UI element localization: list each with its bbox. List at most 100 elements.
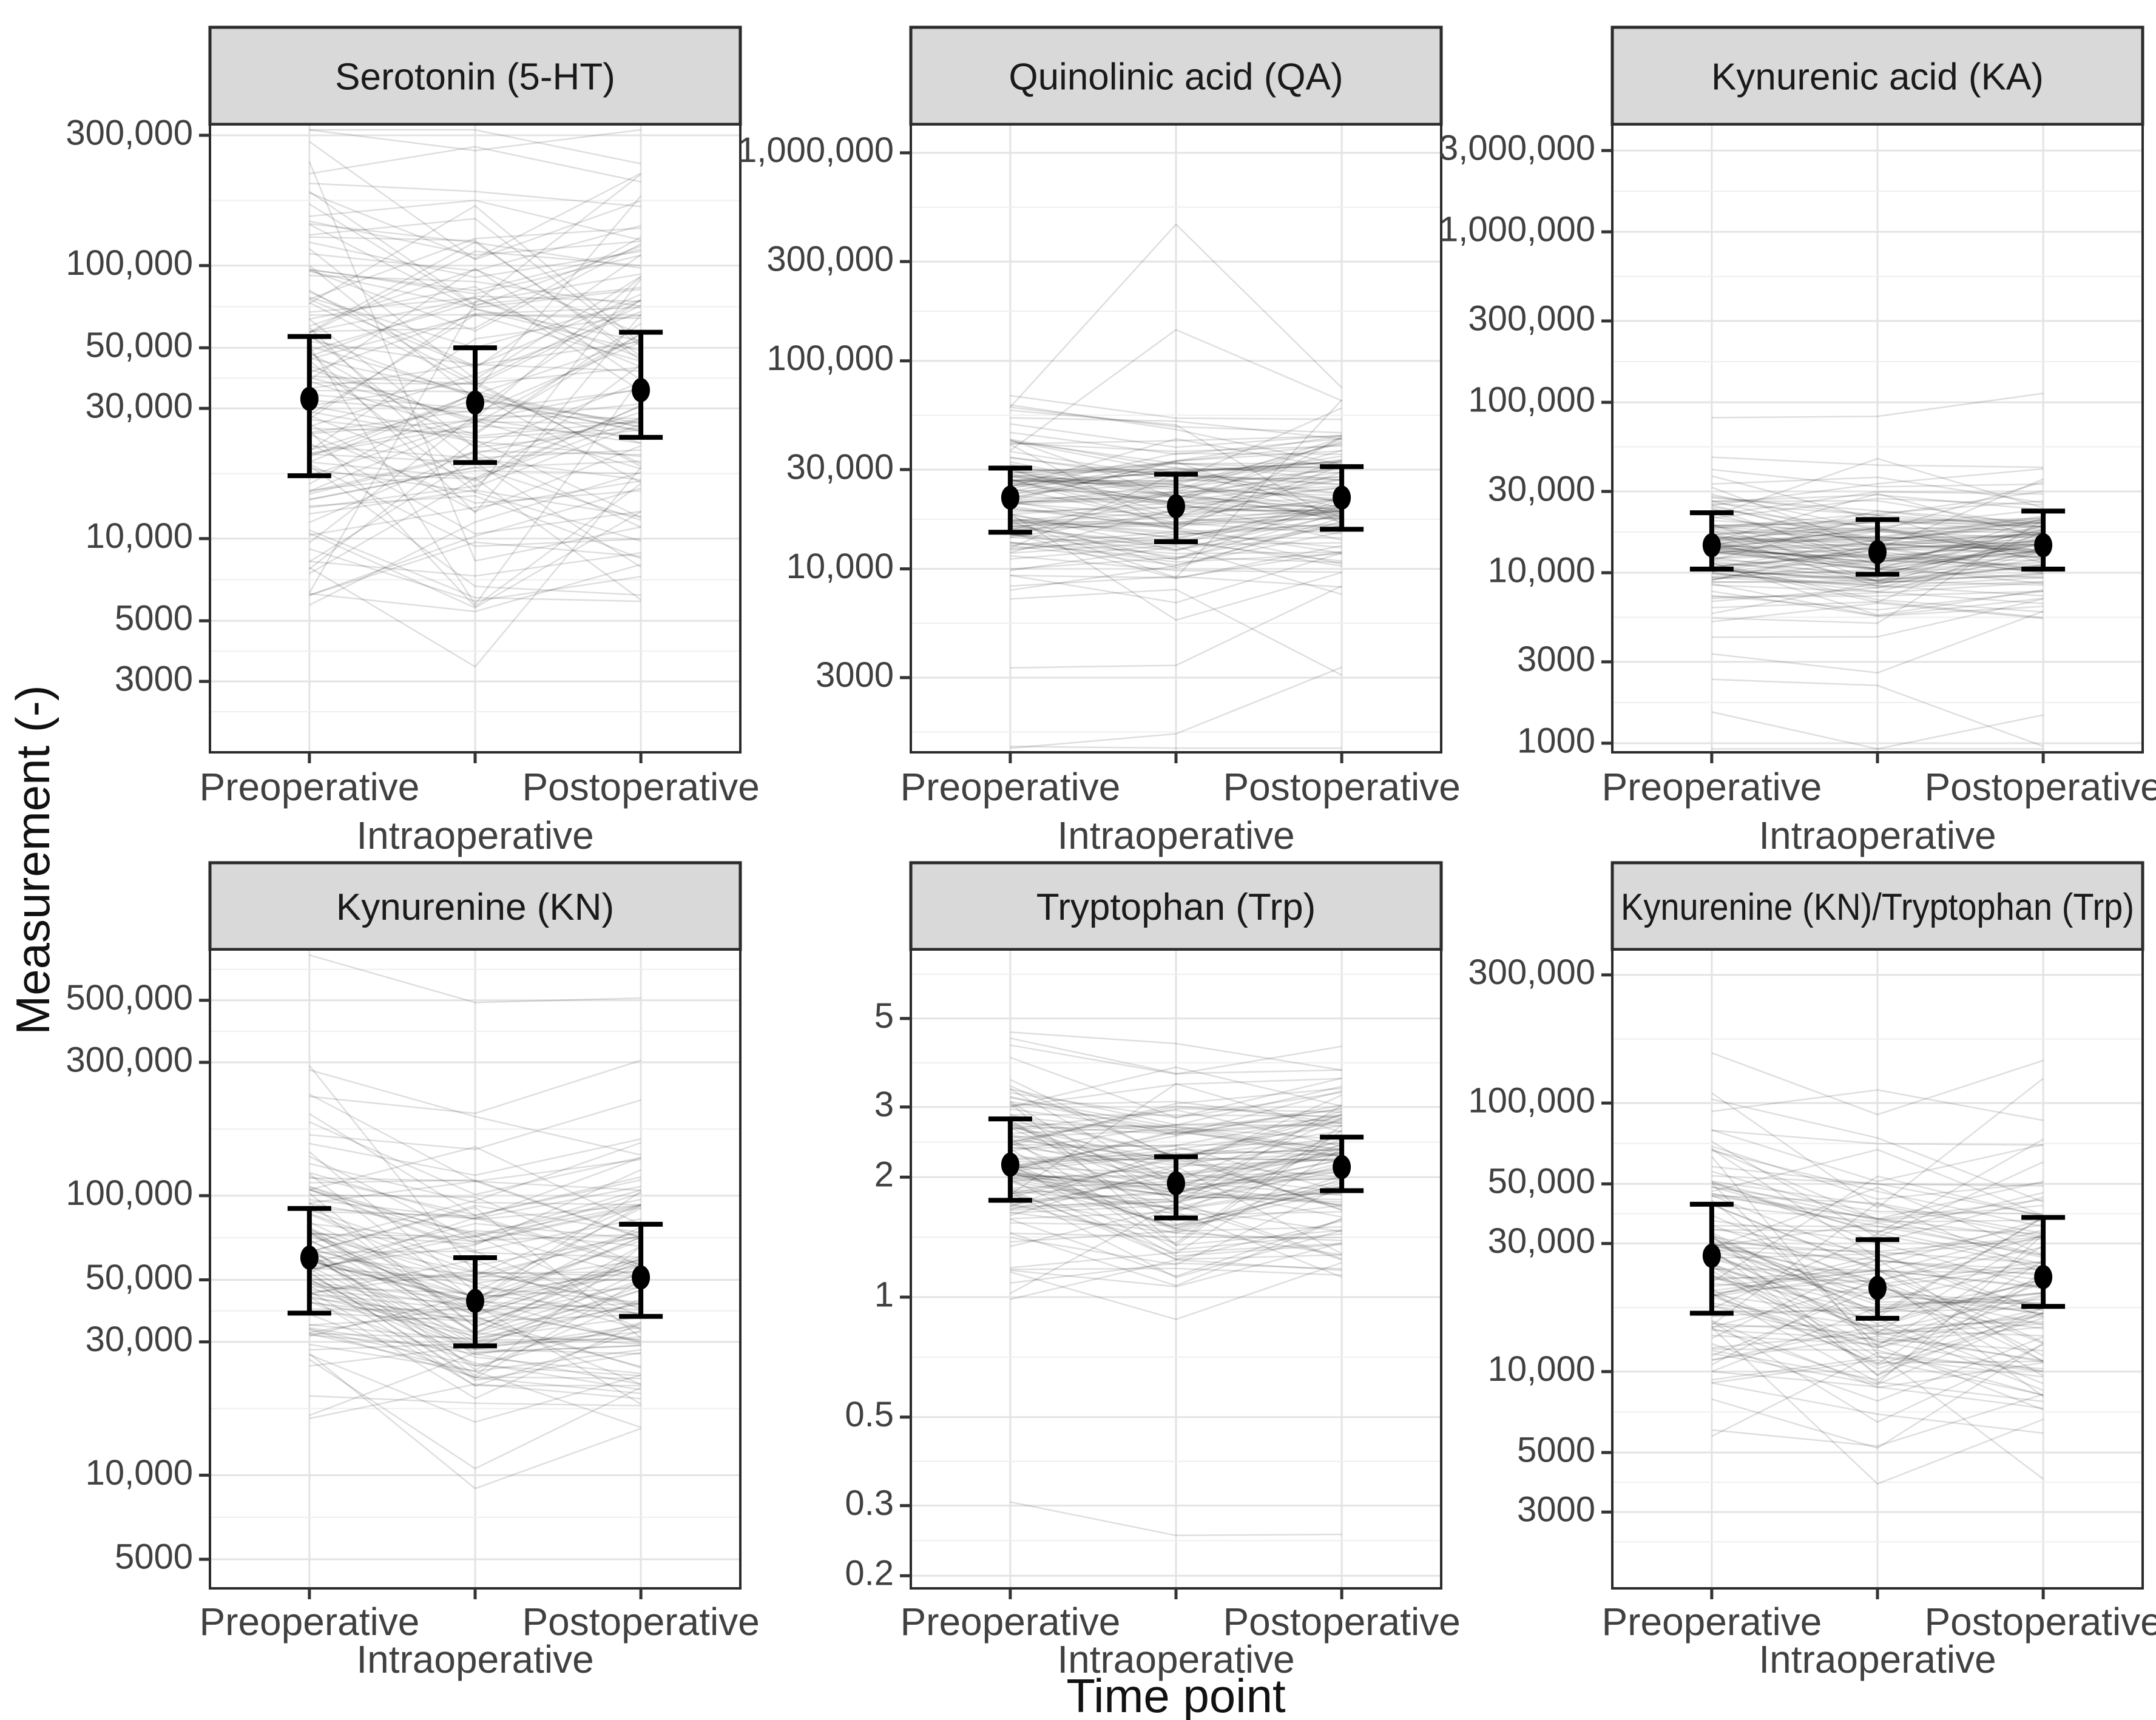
subject-line bbox=[1010, 1178, 1342, 1260]
subject-line bbox=[309, 465, 641, 596]
subject-line bbox=[1711, 582, 2044, 617]
subject-line bbox=[1010, 438, 1342, 474]
subject-line bbox=[1010, 438, 1342, 488]
subject-line bbox=[1010, 1165, 1342, 1232]
subject-line bbox=[309, 274, 641, 307]
subject-line bbox=[1010, 1096, 1342, 1154]
subject-line bbox=[1010, 1107, 1342, 1135]
subject-line bbox=[1010, 541, 1342, 555]
subject-line bbox=[309, 1314, 641, 1395]
subject-line bbox=[1711, 1371, 2044, 1409]
subject-line bbox=[309, 1138, 641, 1176]
subject-line bbox=[309, 314, 641, 319]
subject-line bbox=[1711, 1182, 2044, 1347]
subject-line bbox=[309, 1113, 641, 1216]
y-tick-label: 500,000 bbox=[66, 978, 193, 1017]
subject-line bbox=[1010, 1152, 1342, 1211]
subject-line bbox=[309, 191, 641, 306]
subject-line bbox=[309, 236, 641, 332]
subject-line bbox=[309, 529, 641, 602]
subject-line bbox=[1711, 1233, 2044, 1385]
mean-errorbars bbox=[1689, 1201, 2066, 1321]
subject-line bbox=[1711, 1224, 2044, 1235]
subject-line bbox=[1010, 1131, 1342, 1171]
subject-line bbox=[1711, 468, 2044, 488]
subject-line bbox=[309, 297, 641, 368]
subject-line bbox=[1711, 519, 2044, 624]
subject-line bbox=[1711, 1260, 2044, 1365]
subject-line bbox=[309, 541, 641, 596]
facet-panel-1: Serotonin (5-HT) 300,000 100,000 50,000 30,0… bbox=[66, 25, 760, 857]
subject-line bbox=[1711, 565, 2044, 581]
subject-line bbox=[1711, 1129, 2044, 1146]
subject-line bbox=[1711, 525, 2044, 579]
subject-line bbox=[309, 314, 641, 452]
subject-line bbox=[309, 273, 641, 351]
mean-point bbox=[466, 1289, 484, 1314]
subject-line bbox=[1010, 532, 1342, 579]
subject-line bbox=[1010, 466, 1342, 471]
subject-line bbox=[309, 487, 641, 596]
subject-line bbox=[309, 1246, 641, 1371]
subject-line bbox=[1010, 1501, 1342, 1537]
mean-point bbox=[1333, 1155, 1351, 1179]
subject-line bbox=[309, 218, 641, 348]
subject-line bbox=[309, 129, 641, 152]
subject-line bbox=[309, 1324, 641, 1351]
subject-line bbox=[1010, 462, 1342, 482]
subject-line bbox=[1010, 1164, 1342, 1257]
subject-line bbox=[309, 1189, 641, 1238]
subject-line bbox=[1711, 1148, 2044, 1221]
subject-line bbox=[1010, 404, 1342, 466]
subject-line bbox=[1711, 1186, 2044, 1256]
subject-line bbox=[1711, 568, 2044, 586]
mean-errorbars bbox=[988, 1116, 1364, 1221]
subject-line bbox=[309, 363, 641, 509]
subject-line bbox=[1010, 1125, 1342, 1168]
y-tick-label: 30,000 bbox=[1488, 469, 1595, 508]
subject-line bbox=[308, 430, 641, 608]
mean-point bbox=[1868, 540, 1887, 565]
subject-line bbox=[1711, 1266, 2044, 1364]
subject-line bbox=[1010, 524, 1342, 570]
subject-line bbox=[1711, 536, 2044, 579]
subject-line bbox=[1711, 1321, 2044, 1423]
subject-line bbox=[308, 161, 641, 562]
subject-line bbox=[1010, 443, 1342, 482]
subject-line bbox=[1009, 223, 1342, 408]
subject-line bbox=[1010, 1066, 1342, 1108]
subject-line bbox=[1010, 431, 1342, 455]
subject-line bbox=[1010, 498, 1342, 560]
subject-line bbox=[1010, 1218, 1342, 1287]
subject-line bbox=[309, 248, 641, 292]
y-tick-label: 30,000 bbox=[1488, 1221, 1595, 1261]
subject-line bbox=[1711, 1335, 2044, 1361]
subject-line bbox=[1711, 1252, 2044, 1333]
subject-line bbox=[1010, 1116, 1342, 1134]
subject-line bbox=[1711, 572, 2044, 615]
subject-line bbox=[1711, 1248, 2044, 1376]
subject-line bbox=[1711, 1332, 2044, 1363]
subject-line bbox=[309, 442, 641, 535]
subject-line bbox=[309, 1343, 641, 1372]
subject-line bbox=[1711, 1175, 2044, 1216]
subject-line bbox=[309, 460, 641, 501]
subject-line bbox=[1711, 581, 2044, 599]
x-tick-label: Preoperative bbox=[1601, 765, 1822, 809]
subject-line bbox=[1711, 542, 2044, 582]
subject-line bbox=[309, 295, 641, 357]
subject-line bbox=[309, 1205, 641, 1253]
subject-line bbox=[1711, 514, 2044, 564]
subject-line bbox=[309, 250, 641, 334]
subject-line bbox=[1711, 1320, 2044, 1389]
mean-errorbars bbox=[287, 1206, 663, 1349]
subject-line bbox=[309, 1194, 641, 1266]
subject-line bbox=[309, 1329, 641, 1380]
subject-line bbox=[1010, 1147, 1342, 1255]
x-tick-label: Postoperative bbox=[1924, 765, 2156, 809]
subject-line bbox=[309, 1229, 641, 1271]
subject-line bbox=[1711, 1233, 2044, 1310]
subject-line bbox=[1711, 1282, 2044, 1346]
